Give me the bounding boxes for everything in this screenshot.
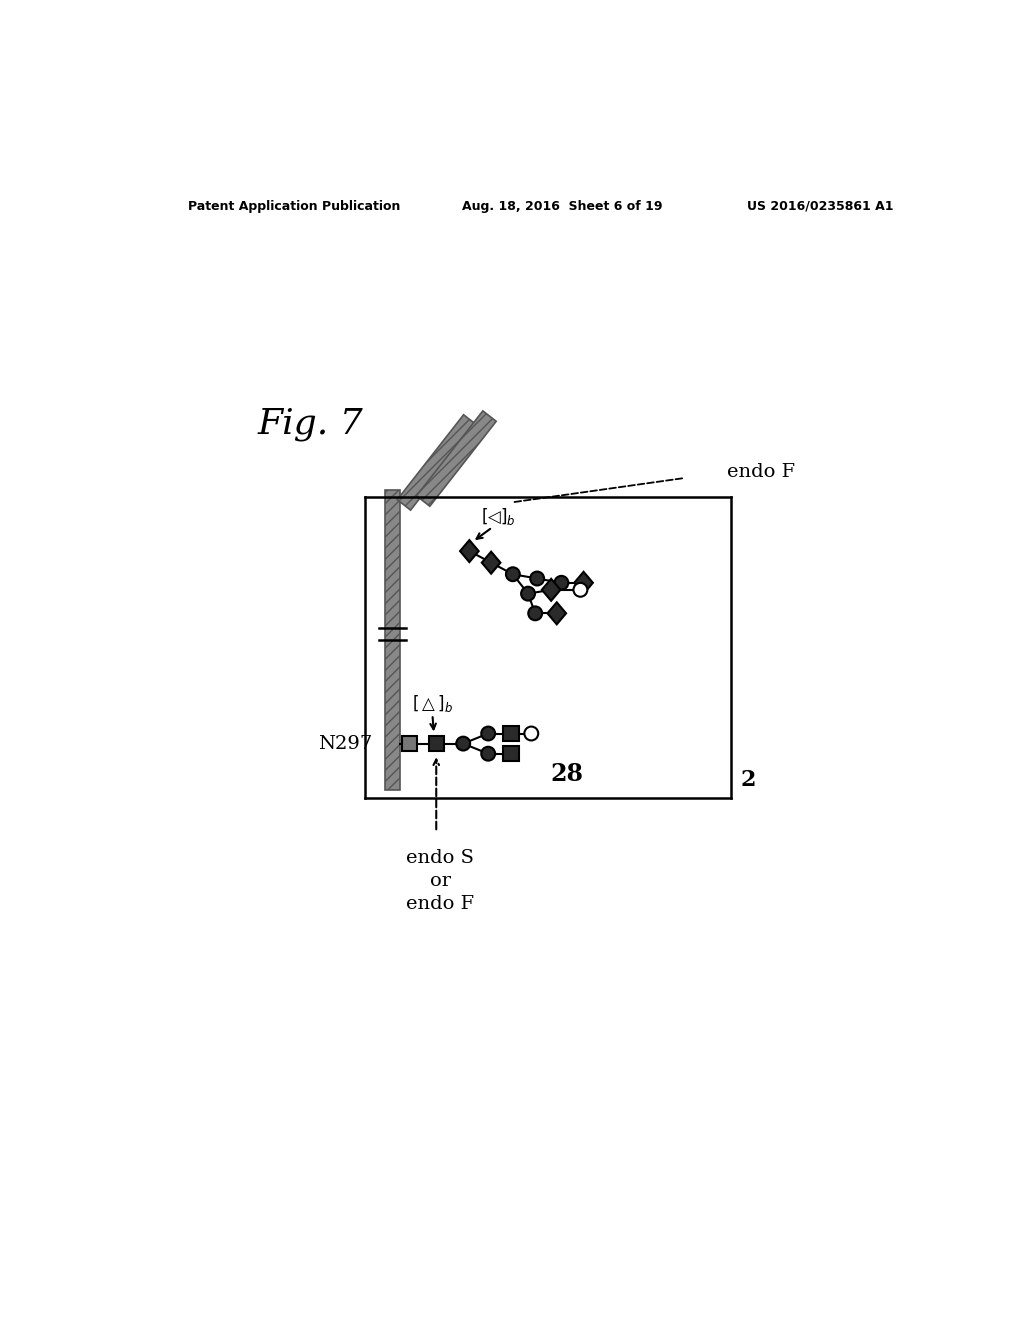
Circle shape [554,576,568,590]
Polygon shape [397,414,477,510]
Text: endo S: endo S [407,849,474,867]
Text: endo F: endo F [407,895,474,913]
Circle shape [530,572,544,586]
Circle shape [524,726,539,741]
Polygon shape [417,411,497,507]
Bar [401,737,417,751]
Bar [504,746,519,762]
Circle shape [481,747,496,760]
Polygon shape [574,572,593,594]
Circle shape [506,568,520,581]
Circle shape [528,606,542,620]
Circle shape [481,726,496,741]
Polygon shape [548,602,566,624]
Text: Aug. 18, 2016  Sheet 6 of 19: Aug. 18, 2016 Sheet 6 of 19 [462,199,663,213]
Circle shape [521,586,535,601]
Circle shape [573,583,588,597]
Text: N297: N297 [317,735,372,752]
Circle shape [457,737,470,751]
Text: endo F: endo F [727,463,796,480]
Polygon shape [542,578,560,601]
Text: 28: 28 [550,763,583,787]
Bar [429,737,444,751]
Polygon shape [482,552,501,574]
Text: Fig. 7: Fig. 7 [258,407,364,441]
Text: Patent Application Publication: Patent Application Publication [188,199,400,213]
Text: US 2016/0235861 A1: US 2016/0235861 A1 [746,199,893,213]
Text: $[\triangle]_b$: $[\triangle]_b$ [412,693,453,714]
Bar [504,726,519,742]
Polygon shape [460,540,478,562]
Text: $[\triangleleft]_b$: $[\triangleleft]_b$ [481,506,516,527]
Text: 2: 2 [740,770,756,792]
Bar [385,490,400,789]
Text: or: or [430,873,451,890]
